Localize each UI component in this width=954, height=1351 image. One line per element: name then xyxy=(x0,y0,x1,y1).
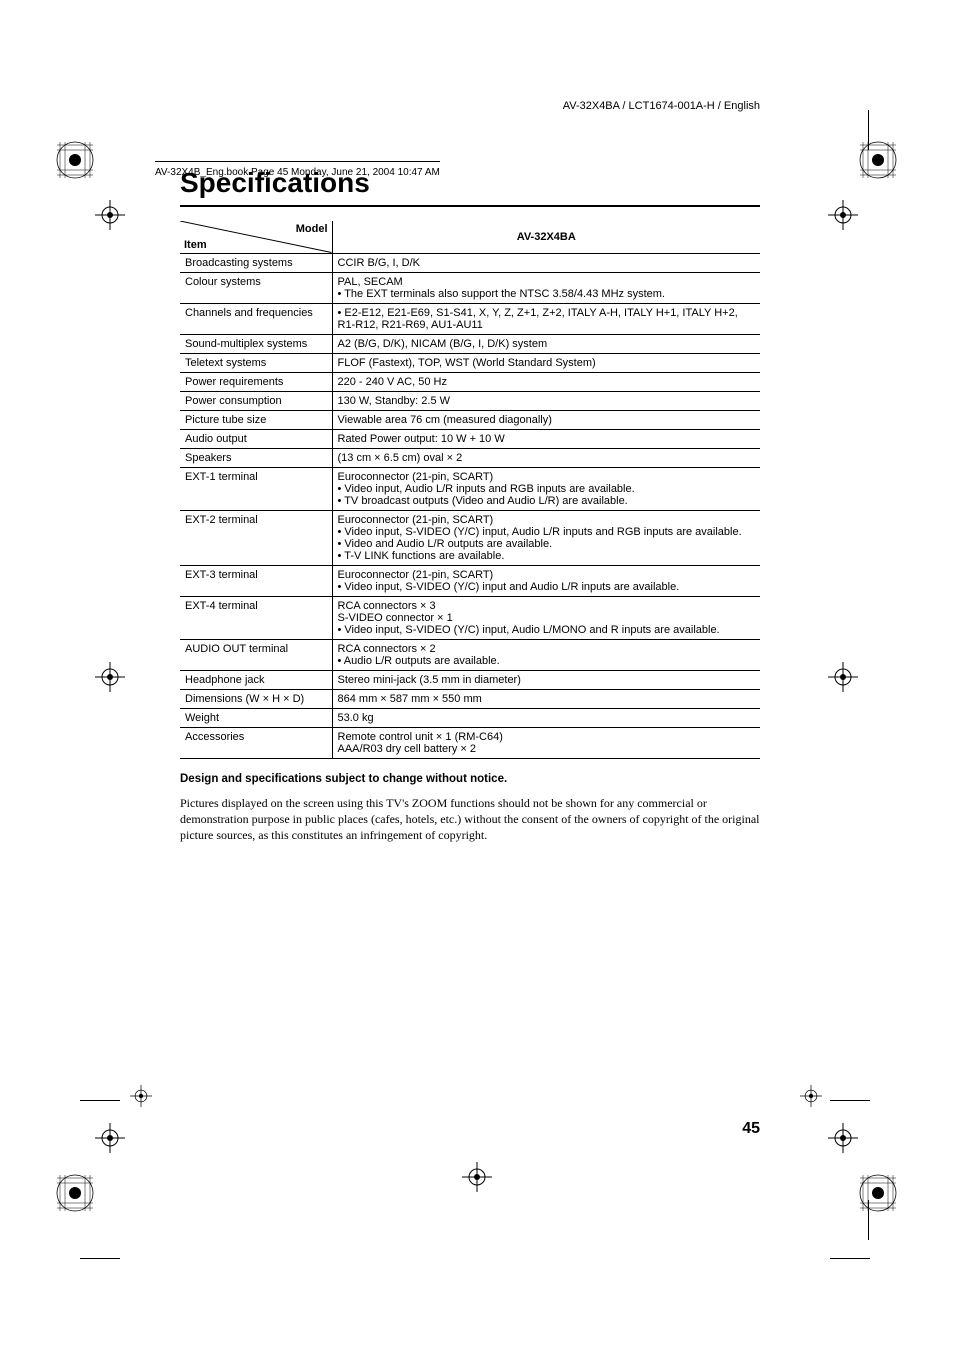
table-row: Channels and frequencies• E2-E12, E21-E6… xyxy=(180,303,760,334)
table-row: Power consumption130 W, Standby: 2.5 W xyxy=(180,391,760,410)
table-row: EXT-2 terminalEuroconnector (21-pin, SCA… xyxy=(180,510,760,565)
spec-head-diagonal: Model Item xyxy=(180,221,332,253)
spec-item: EXT-3 terminal xyxy=(180,565,332,596)
crosshair-bl2 xyxy=(130,1085,152,1107)
table-row: AUDIO OUT terminalRCA connectors × 2 • A… xyxy=(180,639,760,670)
crop-line xyxy=(80,1100,120,1101)
spec-value: 130 W, Standby: 2.5 W xyxy=(332,391,760,410)
crosshair-right xyxy=(828,662,858,692)
spec-head-model-value: AV-32X4BA xyxy=(332,221,760,253)
table-row: Headphone jackStereo mini-jack (3.5 mm i… xyxy=(180,670,760,689)
spec-item: Channels and frequencies xyxy=(180,303,332,334)
spec-item: EXT-2 terminal xyxy=(180,510,332,565)
reg-mark-bl xyxy=(55,1173,95,1213)
body-text: Pictures displayed on the screen using t… xyxy=(180,795,760,844)
table-row: Picture tube sizeViewable area 76 cm (me… xyxy=(180,410,760,429)
spec-value: A2 (B/G, D/K), NICAM (B/G, I, D/K) syste… xyxy=(332,334,760,353)
table-row: Dimensions (W × H × D)864 mm × 587 mm × … xyxy=(180,689,760,708)
spec-value: • E2-E12, E21-E69, S1-S41, X, Y, Z, Z+1,… xyxy=(332,303,760,334)
notice: Design and specifications subject to cha… xyxy=(180,773,760,785)
page-number: 45 xyxy=(742,1120,760,1138)
crosshair-br2 xyxy=(800,1085,822,1107)
crop-line xyxy=(80,1258,120,1259)
spec-value: PAL, SECAM • The EXT terminals also supp… xyxy=(332,272,760,303)
spec-item: AUDIO OUT terminal xyxy=(180,639,332,670)
spec-item: Power requirements xyxy=(180,372,332,391)
spec-value: Stereo mini-jack (3.5 mm in diameter) xyxy=(332,670,760,689)
spec-item: Accessories xyxy=(180,727,332,758)
spec-value: Viewable area 76 cm (measured diagonally… xyxy=(332,410,760,429)
crop-line xyxy=(830,1258,870,1259)
crosshair-left xyxy=(95,662,125,692)
reg-mark-br xyxy=(858,1173,898,1213)
spec-item: Colour systems xyxy=(180,272,332,303)
spec-value: Euroconnector (21-pin, SCART) • Video in… xyxy=(332,565,760,596)
spec-value: 864 mm × 587 mm × 550 mm xyxy=(332,689,760,708)
doc-id: AV-32X4BA / LCT1674-001A-H / English xyxy=(180,100,760,112)
spec-head-model: Model xyxy=(296,223,328,235)
crosshair-bottom xyxy=(462,1162,492,1192)
spec-item: Dimensions (W × H × D) xyxy=(180,689,332,708)
table-row: AccessoriesRemote control unit × 1 (RM-C… xyxy=(180,727,760,758)
spec-item: Weight xyxy=(180,708,332,727)
spec-item: Headphone jack xyxy=(180,670,332,689)
table-row: Speakers(13 cm × 6.5 cm) oval × 2 xyxy=(180,448,760,467)
spec-item: Power consumption xyxy=(180,391,332,410)
crop-line xyxy=(868,1200,869,1240)
spec-value: 220 - 240 V AC, 50 Hz xyxy=(332,372,760,391)
table-row: Teletext systemsFLOF (Fastext), TOP, WST… xyxy=(180,353,760,372)
table-row: Weight53.0 kg xyxy=(180,708,760,727)
spec-value: (13 cm × 6.5 cm) oval × 2 xyxy=(332,448,760,467)
table-row: Broadcasting systemsCCIR B/G, I, D/K xyxy=(180,253,760,272)
crop-line xyxy=(830,1100,870,1101)
crop-line xyxy=(868,110,869,150)
table-row: Colour systemsPAL, SECAM • The EXT termi… xyxy=(180,272,760,303)
reg-mark-tr xyxy=(858,140,898,180)
crosshair-br xyxy=(828,1123,858,1153)
table-row: Audio outputRated Power output: 10 W + 1… xyxy=(180,429,760,448)
spec-value: 53.0 kg xyxy=(332,708,760,727)
spec-item: Sound-multiplex systems xyxy=(180,334,332,353)
crosshair-tr xyxy=(828,200,858,230)
spec-value: FLOF (Fastext), TOP, WST (World Standard… xyxy=(332,353,760,372)
table-row: Sound-multiplex systemsA2 (B/G, D/K), NI… xyxy=(180,334,760,353)
table-row: Power requirements220 - 240 V AC, 50 Hz xyxy=(180,372,760,391)
spec-value: CCIR B/G, I, D/K xyxy=(332,253,760,272)
spec-value: RCA connectors × 3 S-VIDEO connector × 1… xyxy=(332,596,760,639)
crosshair-bl xyxy=(95,1123,125,1153)
spec-value: RCA connectors × 2 • Audio L/R outputs a… xyxy=(332,639,760,670)
spec-value: Euroconnector (21-pin, SCART) • Video in… xyxy=(332,510,760,565)
table-row: EXT-4 terminalRCA connectors × 3 S-VIDEO… xyxy=(180,596,760,639)
spec-item: Audio output xyxy=(180,429,332,448)
crosshair-tl xyxy=(95,200,125,230)
table-row: EXT-3 terminalEuroconnector (21-pin, SCA… xyxy=(180,565,760,596)
spec-item: Teletext systems xyxy=(180,353,332,372)
spec-table: Model Item AV-32X4BA Broadcasting system… xyxy=(180,221,760,759)
spec-value: Remote control unit × 1 (RM-C64) AAA/R03… xyxy=(332,727,760,758)
spec-item: EXT-4 terminal xyxy=(180,596,332,639)
spec-item: EXT-1 terminal xyxy=(180,467,332,510)
spec-item: Speakers xyxy=(180,448,332,467)
section-title: Specifications xyxy=(180,167,760,199)
spec-head-item: Item xyxy=(184,239,207,251)
spec-value: Euroconnector (21-pin, SCART) • Video in… xyxy=(332,467,760,510)
spec-value: Rated Power output: 10 W + 10 W xyxy=(332,429,760,448)
reg-mark-tl xyxy=(55,140,95,180)
title-rule xyxy=(180,205,760,207)
table-row: EXT-1 terminalEuroconnector (21-pin, SCA… xyxy=(180,467,760,510)
spec-item: Picture tube size xyxy=(180,410,332,429)
page-content: AV-32X4BA / LCT1674-001A-H / English Spe… xyxy=(180,100,760,843)
spec-item: Broadcasting systems xyxy=(180,253,332,272)
